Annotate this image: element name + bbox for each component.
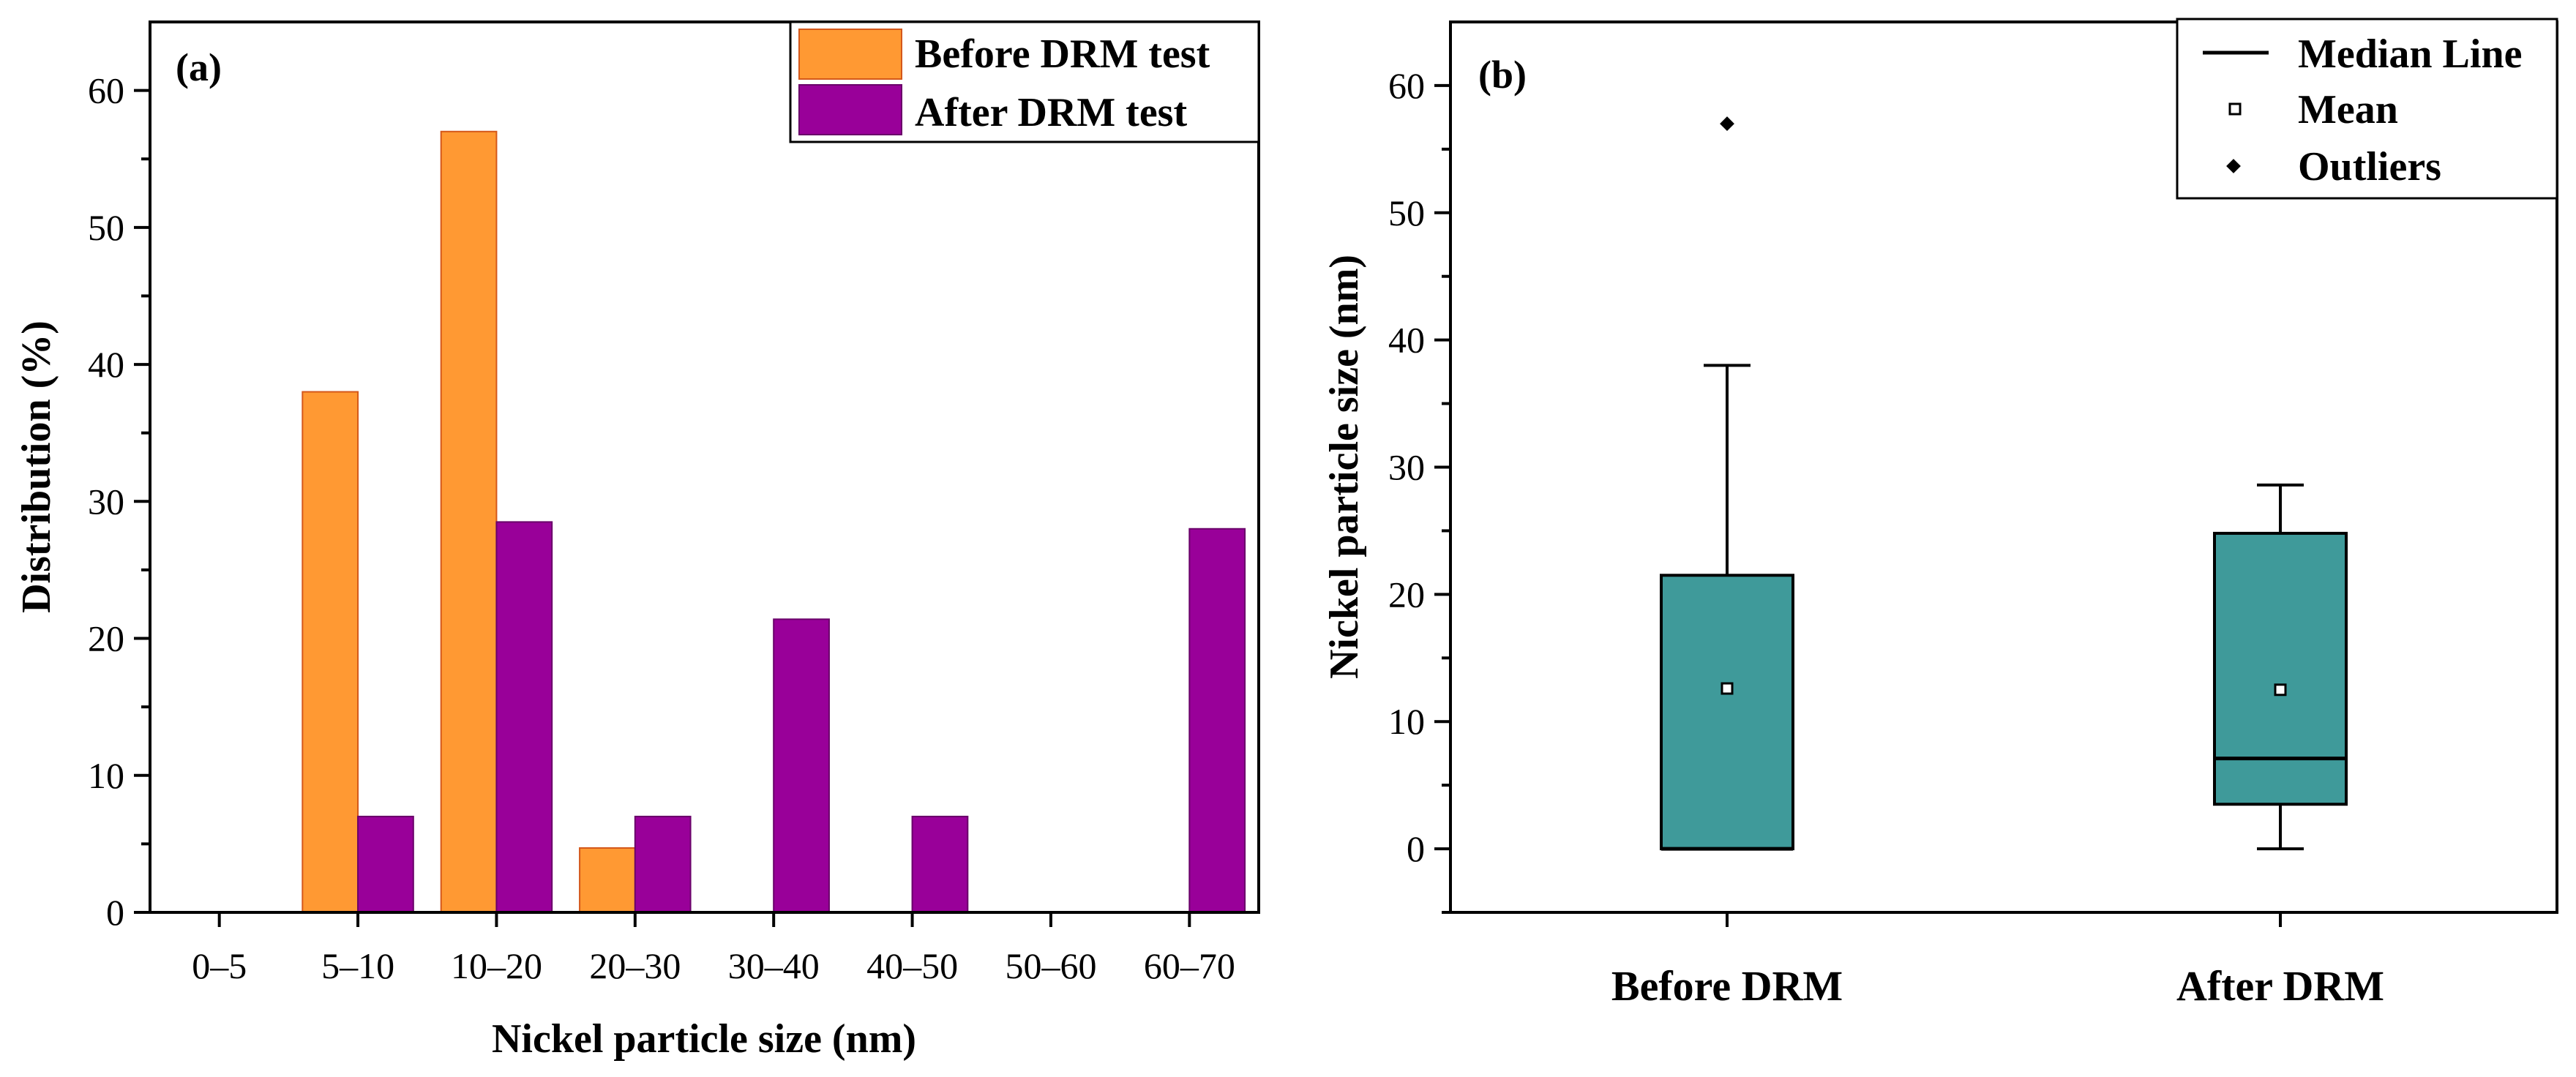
- y-tick-label: 60: [1388, 65, 1425, 106]
- bar-chart-panel-a: 0 10 20 30 40 50 60 0–5 5–10 10–20 20–30 30–40 40–50…: [14, 20, 1260, 1062]
- panel-b-plot-frame: [1449, 20, 2558, 914]
- panel-a-bars: [302, 130, 1246, 914]
- legend-label-after: After DRM test: [915, 90, 1187, 135]
- bar-after: [495, 521, 553, 913]
- panel-a-label: (a): [176, 45, 222, 89]
- bar-after: [773, 618, 830, 914]
- panel-b-y-axis-title: Nickel particle size (nm): [1322, 255, 1367, 679]
- panel-a-y-axis-title: Distribution (%): [14, 320, 59, 613]
- bar-before: [302, 391, 359, 913]
- bar-after: [1188, 528, 1246, 913]
- x-tick-label: 5–10: [321, 945, 394, 986]
- legend-label-before: Before DRM test: [915, 31, 1210, 77]
- x-tick-label: 30–40: [728, 945, 820, 986]
- y-tick-label: 50: [1388, 192, 1425, 233]
- x-tick-label: 60–70: [1144, 945, 1235, 986]
- panel-b-ticks: 0 10 20 30 40 50 60 Before DRM After DRM: [1388, 65, 2384, 1010]
- panel-a-legend: Before DRM test After DRM test: [789, 20, 1260, 143]
- panel-a-plot-frame: [149, 20, 1260, 914]
- y-tick-label: 30: [88, 481, 124, 522]
- bar-after: [634, 815, 692, 914]
- legend-swatch-before: [798, 29, 902, 80]
- y-tick-label: 20: [88, 618, 124, 659]
- y-tick-label: 40: [1388, 320, 1425, 361]
- x-tick-label: 20–30: [589, 945, 681, 986]
- x-tick-label: 10–20: [451, 945, 542, 986]
- y-tick-label: 0: [106, 892, 124, 933]
- x-tick-label: 0–5: [192, 945, 247, 986]
- y-tick-label: 40: [88, 344, 124, 385]
- panel-b-legend: Median Line Mean Outliers: [2176, 18, 2558, 200]
- outlier-marker: [1720, 116, 1734, 131]
- legend-outlier-icon: [2226, 159, 2241, 173]
- bar-after: [911, 815, 969, 914]
- mean-marker: [1721, 682, 1734, 695]
- panel-a-ticks: 0 10 20 30 40 50 60 0–5 5–10 10–20 20–30 30–40 40–50…: [88, 70, 1235, 986]
- y-tick-label: 10: [88, 755, 124, 796]
- y-tick-label: 20: [1388, 574, 1425, 615]
- box-plot-panel-b: 0 10 20 30 40 50 60 Before DRM After DRM (b) Med…: [1322, 18, 2558, 1010]
- panel-b-boxes: [1660, 116, 2348, 851]
- mean-marker: [2274, 683, 2287, 697]
- x-tick-label: 40–50: [866, 945, 958, 986]
- bar-before: [440, 130, 498, 913]
- x-tick-label: 50–60: [1005, 945, 1096, 986]
- y-tick-label: 60: [88, 70, 124, 111]
- x-category-label: Before DRM: [1611, 962, 1843, 1010]
- x-category-label: After DRM: [2176, 962, 2384, 1010]
- legend-swatch-after: [798, 84, 902, 135]
- legend-label-median: Median Line: [2298, 31, 2522, 77]
- bar-before: [579, 847, 636, 914]
- y-tick-label: 50: [88, 207, 124, 248]
- legend-mean-icon: [2228, 102, 2242, 116]
- legend-label-mean: Mean: [2298, 87, 2398, 132]
- box: [2213, 531, 2348, 806]
- bar-after: [357, 815, 414, 914]
- y-tick-label: 30: [1388, 447, 1425, 488]
- y-tick-label: 10: [1388, 701, 1425, 742]
- y-tick-label: 0: [1407, 828, 1425, 869]
- legend-label-outliers: Outliers: [2298, 144, 2441, 189]
- panel-b-label: (b): [1478, 53, 1527, 97]
- panel-a-x-axis-title: Nickel particle size (nm): [492, 1016, 916, 1062]
- box: [1660, 574, 1794, 851]
